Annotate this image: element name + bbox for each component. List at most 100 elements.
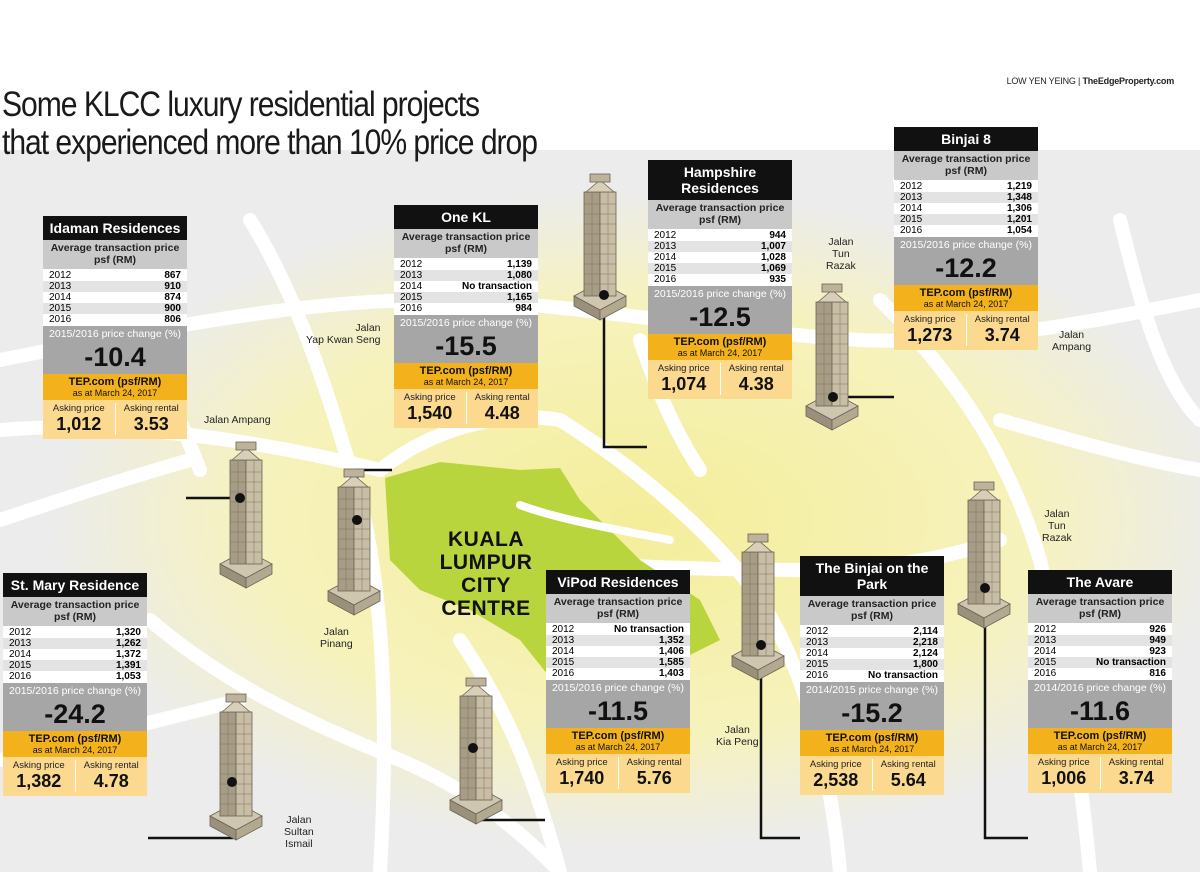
asking-rental: Asking rental 5.76 [617, 757, 691, 789]
asking-price-label: Asking price [12, 760, 65, 771]
year-row: 2014 1,372 [3, 649, 147, 660]
year-row: 2013 1,262 [3, 638, 147, 649]
road-label-tun-razak-top: Jalan Tun Razak [826, 236, 856, 272]
price-change-label: 2015/2016 price change (%) [894, 237, 1038, 253]
asking-rental-label: Asking rental [474, 392, 530, 403]
year-label: 2014 [49, 292, 72, 303]
year-row: 2013 949 [1028, 635, 1172, 646]
asking-rental-label: Asking rental [123, 403, 179, 414]
asking-price-value: 1,540 [407, 403, 453, 423]
asking-rental-value: 3.53 [133, 414, 169, 434]
asking-price-label: Asking price [555, 757, 608, 768]
asking-rental-value: 5.76 [636, 768, 672, 788]
year-value: No transaction [613, 624, 684, 635]
year-row: 2014 874 [43, 292, 187, 303]
year-label: 2013 [49, 281, 72, 292]
year-value: 1,054 [1006, 225, 1032, 236]
year-row: 2016 No transaction [800, 670, 944, 681]
price-change-label: 2014/2016 price change (%) [1028, 680, 1172, 696]
asking-price: Asking price 2,538 [800, 759, 872, 791]
asking-price-value: 2,538 [813, 770, 859, 790]
asking-section: Asking price 1,012 Asking rental 3.53 [43, 400, 187, 439]
tep-label: TEP.com (psf/RM) [28, 733, 122, 745]
asking-price-label: Asking price [52, 403, 105, 414]
year-label: 2012 [1034, 624, 1057, 635]
tep-date: as at March 24, 2017 [72, 388, 158, 398]
year-label: 2012 [552, 624, 575, 635]
year-label: 2014 [900, 203, 923, 214]
price-change-value: -15.5 [394, 331, 538, 363]
asking-price-label: Asking price [809, 759, 862, 770]
year-value: 910 [164, 281, 181, 292]
panel-binjai-8: Binjai 8 Average transaction price psf (R… [894, 127, 1038, 350]
title-line-2: that experienced more than 10% price dro… [2, 123, 538, 162]
year-row: 2012 No transaction [546, 624, 690, 635]
year-value: 935 [769, 274, 786, 285]
tep-label: TEP.com (psf/RM) [419, 365, 513, 377]
year-label: 2015 [806, 659, 829, 670]
tep-header: TEP.com (psf/RM) as at March 24, 2017 [648, 334, 792, 360]
tep-date: as at March 24, 2017 [423, 377, 509, 387]
tep-header: TEP.com (psf/RM) as at March 24, 2017 [1028, 728, 1172, 754]
panel-st-mary-residence: St. Mary Residence Average transaction pr… [3, 573, 147, 796]
panel-the-avare: The Avare Average transaction price psf (… [1028, 570, 1172, 793]
asking-rental-label: Asking rental [974, 314, 1030, 325]
year-value: 1,201 [1006, 214, 1032, 225]
year-value: 867 [164, 270, 181, 281]
credit-site: TheEdgeProperty.com [1082, 76, 1174, 86]
road-label-ampang-right: Jalan Ampang [1052, 329, 1092, 353]
year-value: 816 [1149, 668, 1166, 679]
asking-section: Asking price 1,540 Asking rental 4.48 [394, 389, 538, 428]
year-label: 2016 [400, 303, 423, 314]
year-value: 1,352 [658, 635, 684, 646]
year-label: 2016 [900, 225, 923, 236]
year-value: 2,218 [912, 637, 938, 648]
asking-price: Asking price 1,273 [894, 314, 966, 346]
project-name: Binjai 8 [894, 127, 1038, 151]
price-change-value: -15.2 [800, 698, 944, 730]
year-label: 2015 [1034, 657, 1057, 668]
tep-header: TEP.com (psf/RM) as at March 24, 2017 [3, 731, 147, 757]
year-row: 2016 1,053 [3, 671, 147, 682]
year-label: 2015 [900, 214, 923, 225]
asking-price: Asking price 1,074 [648, 363, 720, 395]
asking-price: Asking price 1,540 [394, 392, 466, 424]
tep-label: TEP.com (psf/RM) [673, 336, 767, 348]
year-label: 2014 [400, 281, 423, 292]
price-change-label: 2015/2016 price change (%) [394, 315, 538, 331]
tep-label: TEP.com (psf/RM) [68, 376, 162, 388]
road-label-yap-kwan-seng: Jalan Yap Kwan Seng [306, 322, 381, 346]
tep-header: TEP.com (psf/RM) as at March 24, 2017 [394, 363, 538, 389]
panel-the-binjai-on-the-park: The Binjai on the Park Average transactio… [800, 556, 944, 795]
tep-date: as at March 24, 2017 [1057, 742, 1143, 752]
year-row: 2012 867 [43, 270, 187, 281]
year-label: 2013 [552, 635, 575, 646]
price-change-label: 2015/2016 price change (%) [3, 683, 147, 699]
year-row: 2012 944 [648, 230, 792, 241]
year-row: 2012 926 [1028, 624, 1172, 635]
year-label: 2012 [9, 627, 32, 638]
asking-rental: Asking rental 5.64 [871, 759, 945, 791]
year-row: 2012 1,139 [394, 259, 538, 270]
year-label: 2015 [552, 657, 575, 668]
credit-author: LOW YEN YEING [1006, 76, 1076, 86]
avg-price-label: Average transaction price psf (RM) [394, 229, 538, 258]
year-value: 1,262 [115, 638, 141, 649]
year-value: 1,139 [506, 259, 532, 270]
road-label-jalan-ampang-left: Jalan Ampang [204, 414, 271, 426]
avg-price-label: Average transaction price psf (RM) [648, 200, 792, 229]
asking-rental: Asking rental 3.74 [1099, 757, 1173, 789]
year-value: 806 [164, 314, 181, 325]
tep-date: as at March 24, 2017 [32, 745, 118, 755]
year-value: 1,165 [506, 292, 532, 303]
asking-rental: Asking rental 4.48 [465, 392, 539, 424]
asking-price: Asking price 1,740 [546, 757, 618, 789]
asking-rental-label: Asking rental [626, 757, 682, 768]
year-label: 2013 [654, 241, 677, 252]
year-value: 1,306 [1006, 203, 1032, 214]
asking-rental-label: Asking rental [83, 760, 139, 771]
year-value: 1,320 [115, 627, 141, 638]
year-label: 2016 [49, 314, 72, 325]
price-table: 2012 No transaction 2013 1,352 2014 1,406 2015… [546, 623, 690, 680]
year-row: 2016 984 [394, 303, 538, 314]
